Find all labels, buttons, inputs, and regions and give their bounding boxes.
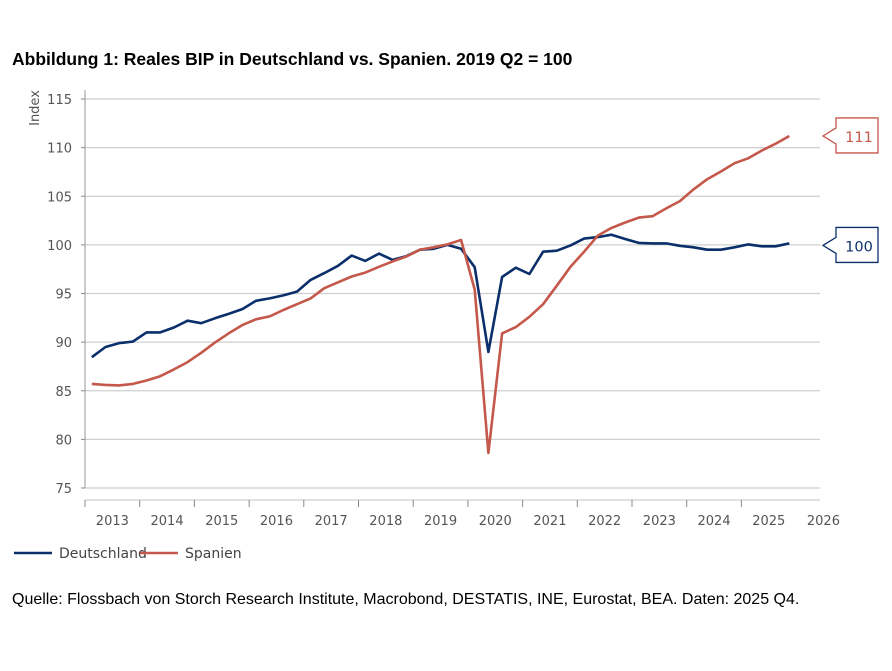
y-tick-label-80: 80 xyxy=(55,433,72,448)
x-tick-label-2013: 2013 xyxy=(96,514,129,529)
x-tick-label-2021: 2021 xyxy=(533,514,566,529)
axes: 75 80 85 90 95 100 105 110 115 2013 2014 2015 2016 20… xyxy=(47,90,840,529)
legend-label-spanien: Spanien xyxy=(185,546,242,562)
series-line-deutschland xyxy=(91,233,790,359)
end-label-spanien: 111 xyxy=(845,130,873,146)
y-tick-label-90: 90 xyxy=(55,336,72,351)
x-tick-label-2024: 2024 xyxy=(698,514,731,529)
x-tick-label-2025: 2025 xyxy=(752,514,785,529)
source-note: Quelle: Flossbach von Storch Research In… xyxy=(12,591,800,608)
x-tick-label-2023: 2023 xyxy=(643,514,676,529)
x-tick-label-2014: 2014 xyxy=(151,514,184,529)
x-tick-label-2016: 2016 xyxy=(260,514,293,529)
y-tick-label-115: 115 xyxy=(47,93,72,108)
y-axis-label: Index xyxy=(28,90,43,126)
x-tick-label-2022: 2022 xyxy=(588,514,621,529)
x-tick-label-2015: 2015 xyxy=(205,514,238,529)
legend-label-deutschland: Deutschland xyxy=(59,546,147,562)
series-line-spanien xyxy=(91,134,790,455)
y-tick-label-85: 85 xyxy=(55,385,72,400)
chart-title: Abbildung 1: Reales BIP in Deutschland v… xyxy=(12,49,573,69)
x-tick-label-2020: 2020 xyxy=(479,514,512,529)
end-label-deutschland: 100 xyxy=(845,239,873,255)
legend: Deutschland Spanien xyxy=(14,546,242,562)
x-tick-label-2019: 2019 xyxy=(424,514,457,529)
end-label-callout-deutschland xyxy=(821,226,879,264)
x-tick-label-2017: 2017 xyxy=(315,514,348,529)
y-tick-label-75: 75 xyxy=(55,482,72,497)
x-tick-label-2026: 2026 xyxy=(807,514,840,529)
y-tick-label-105: 105 xyxy=(47,190,72,205)
end-labels: 100 111 xyxy=(821,117,879,264)
end-label-callout-spanien xyxy=(821,117,879,154)
y-tick-label-110: 110 xyxy=(47,142,72,157)
y-tick-label-95: 95 xyxy=(55,288,72,303)
y-tick-label-100: 100 xyxy=(47,239,72,254)
x-tick-label-2018: 2018 xyxy=(369,514,402,529)
series-lines xyxy=(91,134,790,455)
gridlines xyxy=(85,98,820,489)
